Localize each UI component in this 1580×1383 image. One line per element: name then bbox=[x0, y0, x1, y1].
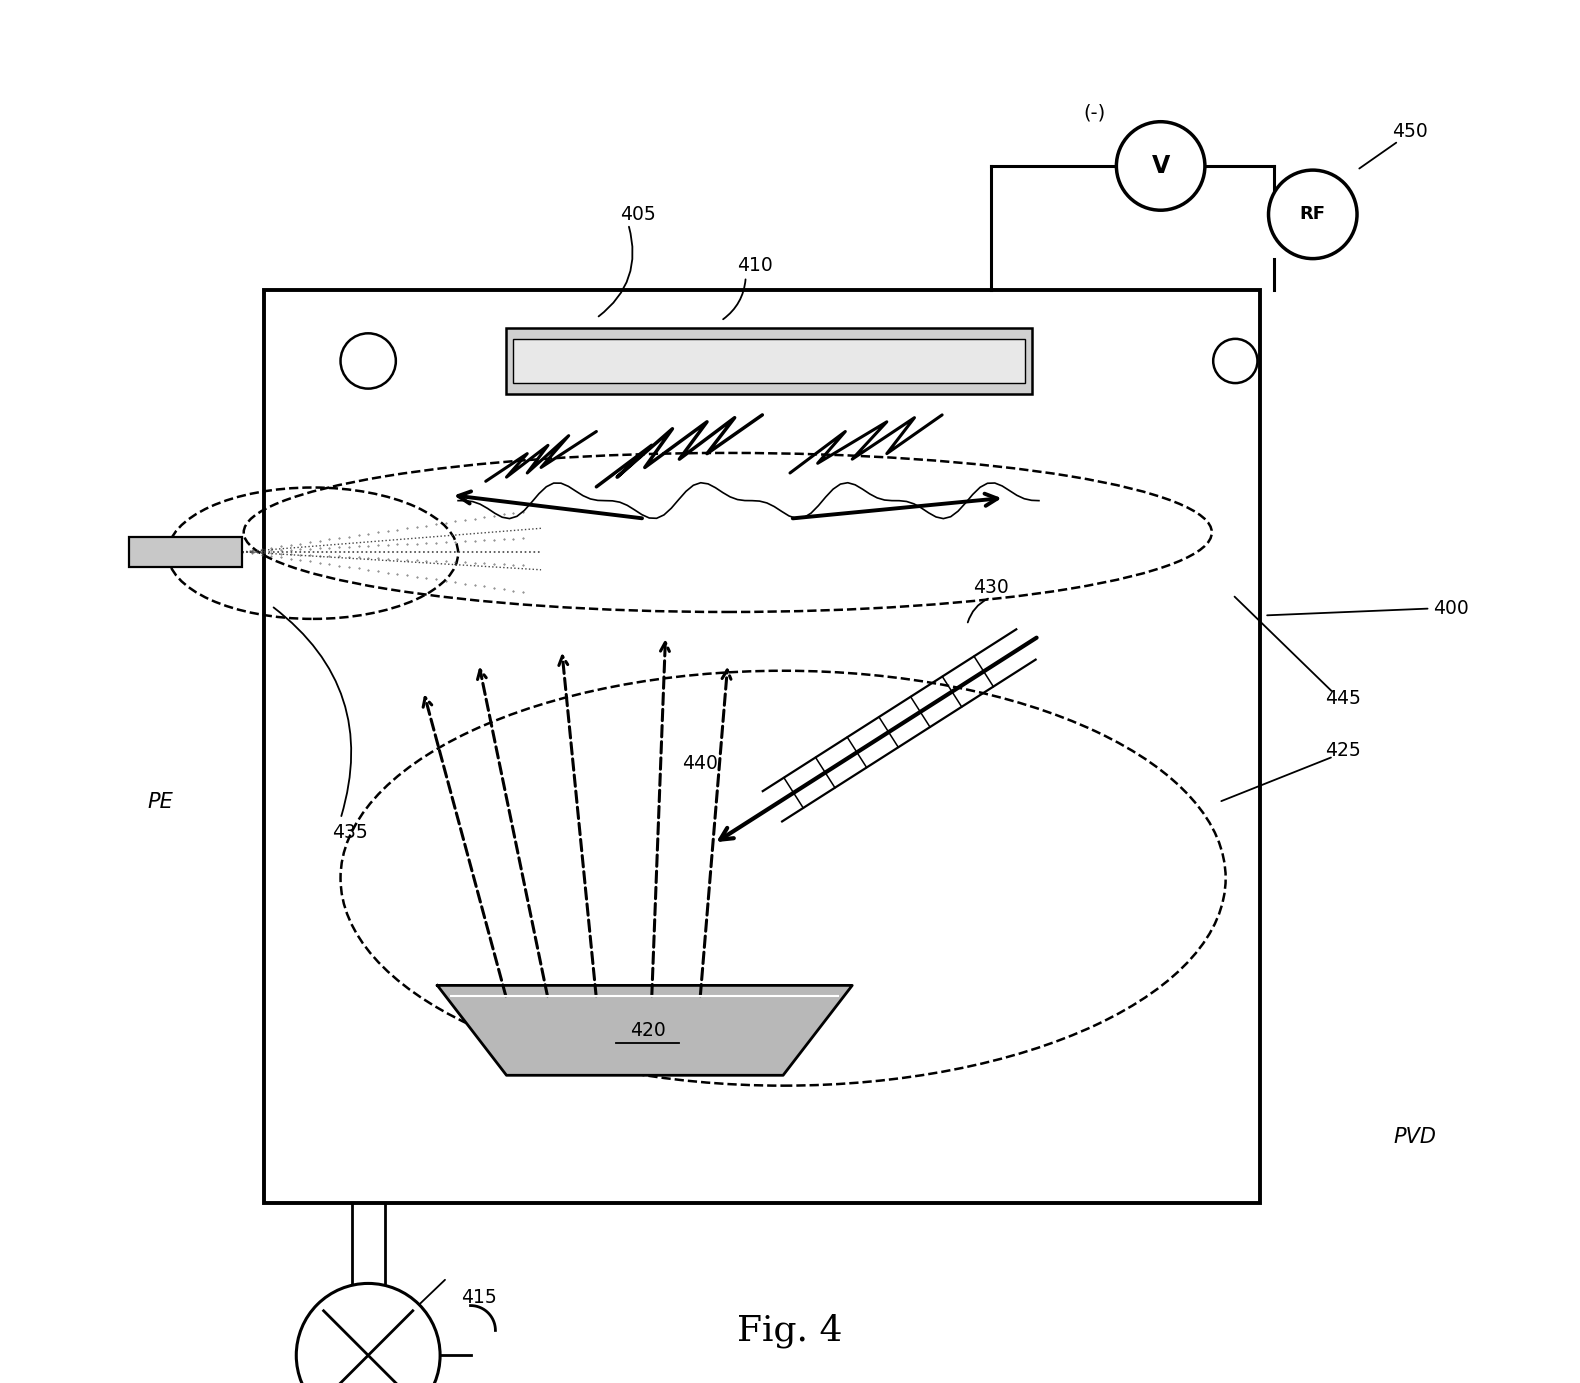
Circle shape bbox=[1213, 339, 1258, 383]
Text: Fig. 4: Fig. 4 bbox=[738, 1314, 842, 1347]
Bar bbox=[507, 328, 1032, 394]
Text: 420: 420 bbox=[630, 1021, 665, 1040]
Circle shape bbox=[1117, 122, 1206, 210]
Text: 405: 405 bbox=[619, 205, 656, 224]
Text: 415: 415 bbox=[461, 1288, 496, 1307]
Circle shape bbox=[1269, 170, 1357, 259]
Text: 400: 400 bbox=[1433, 599, 1469, 618]
Text: PVD: PVD bbox=[1394, 1127, 1436, 1147]
Text: 425: 425 bbox=[1326, 741, 1360, 761]
Text: 445: 445 bbox=[1326, 689, 1360, 708]
Text: 410: 410 bbox=[738, 256, 773, 275]
Bar bbox=[264, 290, 1261, 1203]
Text: RF: RF bbox=[1300, 205, 1326, 224]
Polygon shape bbox=[438, 985, 852, 1076]
Bar bbox=[514, 339, 1025, 383]
Text: (-): (-) bbox=[1084, 104, 1106, 123]
Text: 450: 450 bbox=[1392, 122, 1427, 141]
Text: V: V bbox=[1152, 154, 1169, 178]
Text: 435: 435 bbox=[332, 823, 368, 842]
Circle shape bbox=[341, 333, 397, 389]
Text: PE: PE bbox=[149, 792, 174, 812]
Circle shape bbox=[297, 1283, 441, 1383]
Bar bbox=[130, 537, 242, 567]
Text: 440: 440 bbox=[683, 754, 717, 773]
Text: 430: 430 bbox=[973, 578, 1008, 597]
